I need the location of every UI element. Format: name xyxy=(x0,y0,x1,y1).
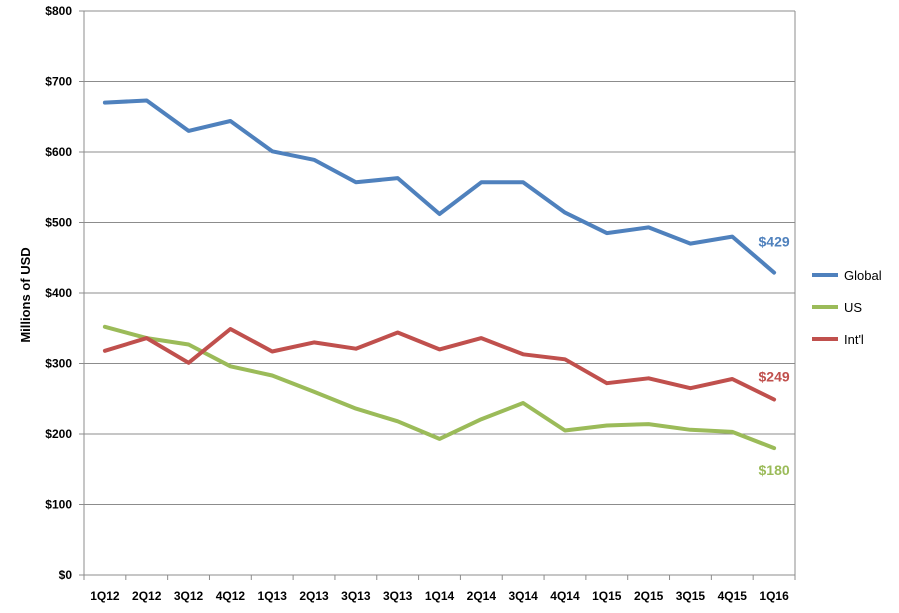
y-tick-labels: $0 $100 $200 $300 $400 $500 $600 $700 $800 xyxy=(45,4,72,582)
y-tick-label: $0 xyxy=(59,568,73,582)
x-tick-label: 4Q15 xyxy=(718,589,748,603)
x-tick-label: 2Q12 xyxy=(132,589,162,603)
x-tick-label: 1Q14 xyxy=(425,589,455,603)
x-tick-label: 1Q13 xyxy=(258,589,288,603)
end-value-label: $429 xyxy=(759,234,790,250)
y-tick-label: $800 xyxy=(45,4,72,18)
x-tick-label: 1Q16 xyxy=(759,589,789,603)
y-axis-title: Millions of USD xyxy=(18,247,33,342)
series-line-global xyxy=(102,98,777,275)
series-line-intl xyxy=(102,327,777,402)
legend: Global US Int'l xyxy=(812,268,882,347)
x-tick-label: 1Q15 xyxy=(592,589,622,603)
legend-label: US xyxy=(844,300,862,315)
y-tick-label: $400 xyxy=(45,286,72,300)
series-line-us xyxy=(102,324,777,451)
legend-label: Global xyxy=(844,268,882,283)
y-tick-label: $100 xyxy=(45,498,72,512)
x-tick-label: 3Q12 xyxy=(174,589,204,603)
y-tick-label: $700 xyxy=(45,75,72,89)
x-tick-labels: 1Q12 2Q12 3Q12 4Q12 1Q13 2Q13 3Q13 3Q13 1Q14 2Q14… xyxy=(90,589,789,603)
y-tick-label: $500 xyxy=(45,216,72,230)
x-tick-label: 4Q14 xyxy=(550,589,580,603)
end-value-labels: $429 $180 $249 xyxy=(759,234,790,479)
x-tick-label: 1Q12 xyxy=(90,589,120,603)
x-tick-label: 2Q14 xyxy=(467,589,497,603)
series-lines xyxy=(102,98,777,451)
x-tick-label: 2Q13 xyxy=(299,589,329,603)
x-tick-label: 2Q15 xyxy=(634,589,664,603)
x-tick-label: 3Q13 xyxy=(383,589,413,603)
end-value-label: $180 xyxy=(759,462,790,478)
axes xyxy=(79,10,796,580)
x-tick-label: 4Q12 xyxy=(216,589,246,603)
x-tick-label: 3Q15 xyxy=(676,589,706,603)
end-value-label: $249 xyxy=(759,368,790,384)
x-tick-label: 3Q14 xyxy=(508,589,538,603)
y-tick-label: $300 xyxy=(45,357,72,371)
legend-label: Int'l xyxy=(844,332,864,347)
y-tick-label: $200 xyxy=(45,427,72,441)
gridlines xyxy=(84,10,795,505)
x-tick-label: 3Q13 xyxy=(341,589,371,603)
y-tick-label: $600 xyxy=(45,145,72,159)
